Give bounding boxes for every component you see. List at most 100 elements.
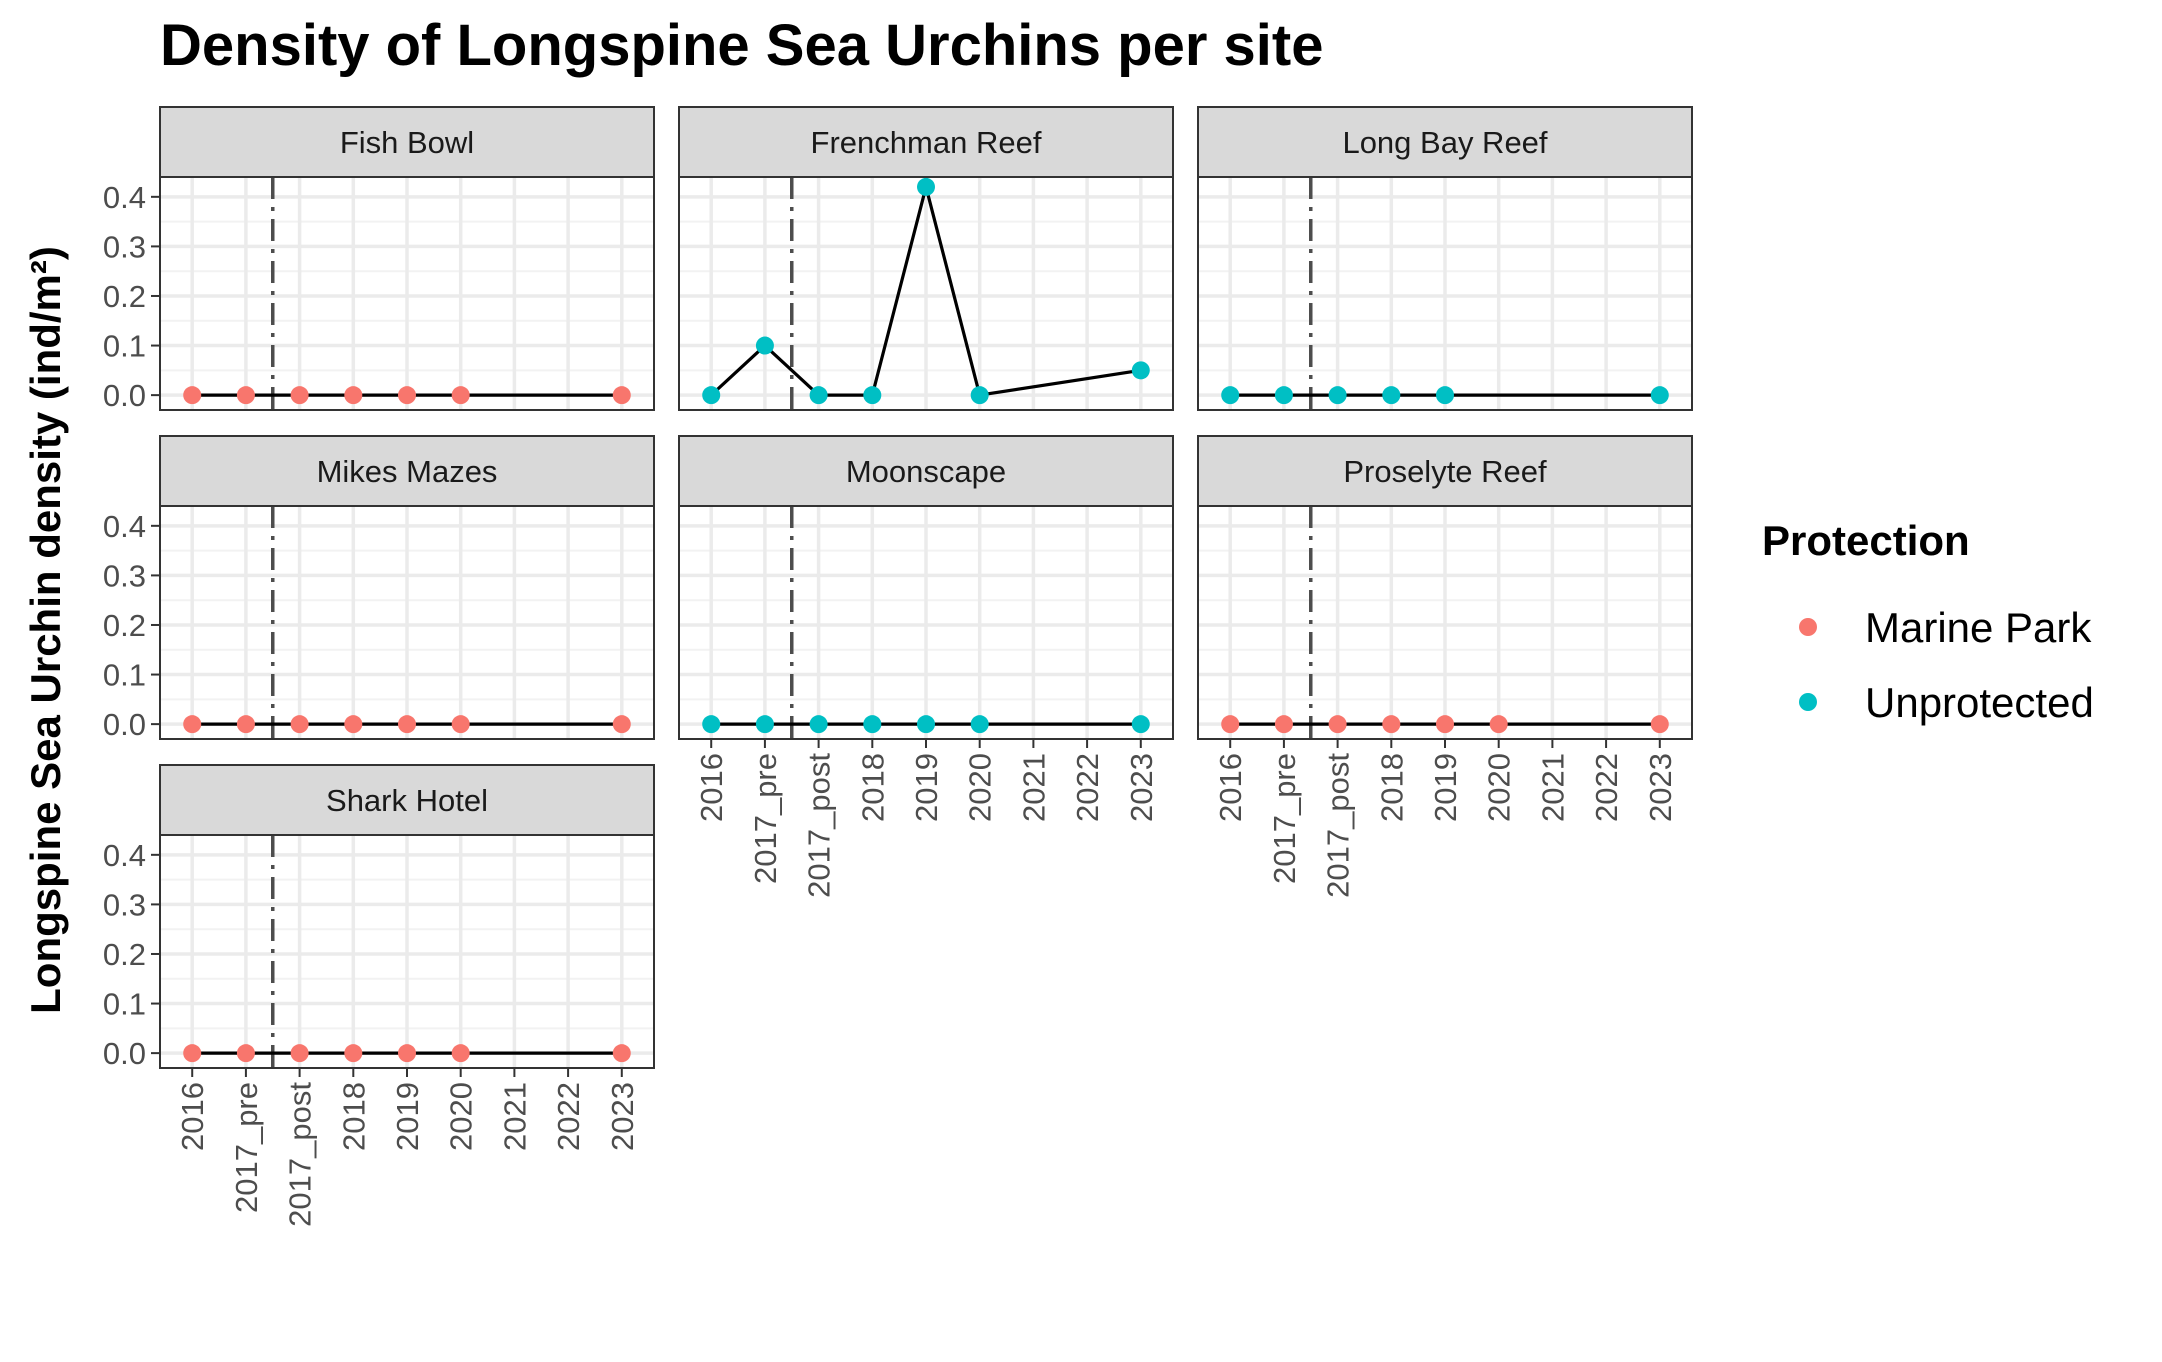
strip-label: Frenchman Reef [811,125,1042,160]
legend: Protection Marine Park Unprotected [1762,517,2094,726]
strip-label: Long Bay Reef [1342,125,1547,160]
data-point [1274,386,1293,405]
data-point [1328,715,1347,734]
y-tick-label: 0.1 [103,329,146,364]
y-tick-label: 0.2 [103,279,146,314]
data-point [612,715,631,734]
x-tick-label: 2023 [605,1082,640,1151]
data-point [970,386,989,405]
x-tick-label: 2017_pre [748,753,783,884]
x-tick-label: 2020 [963,753,998,822]
facet-panel: Frenchman Reef [678,106,1174,411]
legend-key [1799,693,1817,711]
x-tick-label: 2017_post [1321,753,1356,898]
x-tick-label: 2018 [855,753,890,822]
x-tick-label: 2019 [1428,753,1463,822]
x-tick-label: 2021 [1535,753,1570,822]
data-point [1382,715,1401,734]
data-point [290,1044,309,1063]
strip-background [678,435,1174,507]
data-point [917,715,935,734]
legend-label: Unprotected [1865,679,2094,726]
data-point [398,386,416,405]
panels-area: Fish Bowl 0.0 0.1 0.2 0.3 0.4 Frenchman Reef Lo… [103,106,1693,1227]
y-tick-label: 0.4 [103,509,146,544]
data-point [863,386,882,405]
data-point [1221,386,1240,405]
data-point [809,715,828,734]
panel-border [159,176,655,411]
x-tick-label: 2018 [336,1082,371,1151]
data-point [970,715,989,734]
legend-title: Protection [1762,517,1970,564]
data-point [183,386,202,405]
data-point [451,386,470,405]
x-tick-label: 2017_pre [1267,753,1302,884]
y-tick-label: 0.0 [103,707,146,742]
strip-background [1197,106,1693,178]
data-point [1131,715,1150,734]
x-tick-label: 2021 [497,1082,532,1151]
x-tick-label: 2023 [1124,753,1159,822]
strip-background [159,106,655,178]
data-point [755,336,774,355]
x-tick-label: 2019 [909,753,944,822]
facet-panel: Moonscape 2016 2017_pre 2017_post 2018 2019 20… [678,435,1174,898]
facet-panel: Shark Hotel 0.0 0.1 0.2 0.3 0.4 2016 2017_pre 20… [103,764,655,1227]
facet-panel: Proselyte Reef 2016 2017_pre 2017_post 2018 2… [1197,435,1693,898]
x-tick-label: 2022 [551,1082,586,1151]
data-point [1650,715,1669,734]
facet-panel: Fish Bowl 0.0 0.1 0.2 0.3 0.4 [103,106,655,413]
legend-key [1799,618,1817,636]
y-axis-label: Longspine Sea Urchin density (ind/m²) [22,246,69,1014]
data-point [344,1044,363,1063]
data-point [1221,715,1240,734]
y-tick-label: 0.0 [103,1036,146,1071]
data-point [1131,361,1150,380]
data-point [1274,715,1293,734]
data-point [1328,386,1347,405]
data-point [702,386,721,405]
x-tick-label: 2020 [444,1082,479,1151]
data-point [1650,386,1669,405]
panel-border [678,176,1174,411]
y-tick-label: 0.4 [103,180,146,215]
data-point [344,715,363,734]
data-point [809,386,828,405]
x-tick-label: 2023 [1643,753,1678,822]
x-tick-label: 2022 [1070,753,1105,822]
facet-panel: Mikes Mazes 0.0 0.1 0.2 0.3 0.4 [103,435,655,742]
y-tick-label: 0.2 [103,608,146,643]
data-point [290,386,309,405]
y-tick-label: 0.3 [103,229,146,264]
strip-label: Fish Bowl [340,125,474,160]
data-point [612,1044,631,1063]
data-point [917,177,935,196]
strip-label: Shark Hotel [326,783,488,818]
strip-background [159,764,655,836]
x-tick-label: 2016 [175,1082,210,1151]
strip-label: Proselyte Reef [1343,454,1547,489]
data-point [1436,715,1454,734]
strip-background [678,106,1174,178]
x-tick-label: 2018 [1374,753,1409,822]
x-tick-label: 2017_post [283,1082,318,1227]
data-point [344,386,363,405]
data-point [183,1044,202,1063]
data-point [1436,386,1454,405]
strip-background [159,435,655,507]
x-tick-label: 2022 [1589,753,1624,822]
data-point [612,386,631,405]
legend-label: Marine Park [1865,604,2092,651]
data-point [398,715,416,734]
data-point [236,715,255,734]
y-tick-label: 0.1 [103,658,146,693]
data-point [1382,386,1401,405]
x-tick-label: 2017_post [802,753,837,898]
data-point [290,715,309,734]
y-tick-label: 0.4 [103,838,146,873]
panel-border [159,505,655,740]
y-tick-label: 0.3 [103,887,146,922]
x-tick-label: 2021 [1016,753,1051,822]
